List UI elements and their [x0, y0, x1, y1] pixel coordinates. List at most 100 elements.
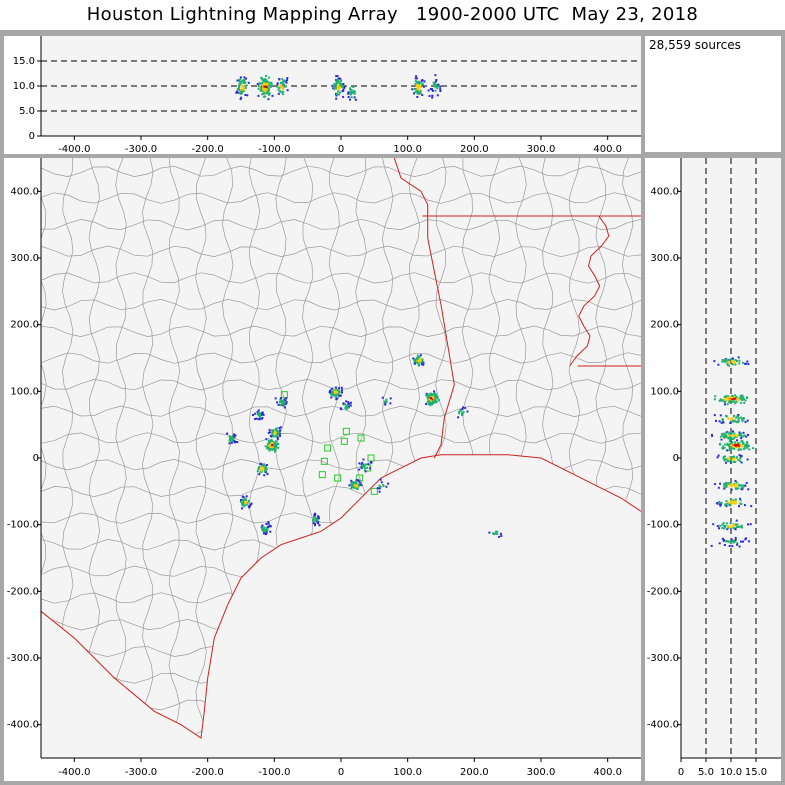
lightning-source — [726, 431, 729, 434]
lightning-source — [742, 540, 744, 543]
lightning-source — [337, 86, 340, 89]
lightning-source — [312, 519, 315, 522]
county-line — [41, 379, 641, 391]
lightning-sources — [226, 354, 503, 538]
lightning-source — [379, 486, 382, 489]
lightning-source — [731, 394, 734, 397]
lightning-source — [734, 524, 737, 527]
lightning-source — [731, 437, 734, 440]
lightning-source — [722, 445, 725, 448]
lightning-source — [284, 399, 287, 402]
lightning-source — [314, 524, 316, 527]
lightning-source — [257, 94, 260, 97]
lightning-source — [735, 526, 738, 529]
lightning-source — [269, 439, 272, 442]
y-tick-label: 300.0 — [10, 253, 39, 264]
lightning-source — [740, 440, 743, 443]
lightning-source — [739, 499, 742, 502]
lightning-source — [493, 533, 496, 536]
lightning-source — [717, 363, 720, 366]
coastline — [40, 454, 642, 739]
lightning-source — [736, 523, 739, 526]
county-line — [41, 298, 641, 311]
lightning-source — [719, 399, 722, 402]
lightning-source — [730, 396, 733, 399]
lightning-source — [339, 394, 342, 397]
lightning-source — [265, 464, 268, 466]
lightning-source — [423, 80, 426, 83]
lightning-source — [724, 461, 727, 464]
lightning-source — [261, 93, 264, 95]
lightning-source — [286, 89, 289, 92]
lightning-source — [385, 401, 388, 403]
altitude-east-west-panel: 0 5.0 10.0 15.0 -400.0 -300.0 -200.0 -100.0 0 100… — [4, 36, 641, 155]
lightning-source — [332, 394, 335, 397]
lightning-source — [266, 473, 269, 475]
lightning-source — [268, 428, 271, 431]
lightning-source — [741, 398, 744, 401]
lightning-source — [259, 89, 262, 92]
lightning-source — [354, 483, 357, 486]
lightning-source — [728, 364, 731, 367]
lightning-source — [345, 408, 348, 411]
lightning-source — [414, 77, 417, 80]
lightning-source — [350, 482, 353, 484]
lightning-source — [428, 398, 431, 401]
lightning-source — [226, 432, 229, 435]
lightning-source — [257, 412, 260, 415]
lightning-source — [341, 85, 344, 88]
lightning-source — [429, 404, 432, 407]
lightning-source — [312, 516, 315, 519]
lightning-source — [434, 393, 437, 396]
lightning-source — [415, 89, 418, 92]
lightning-source — [358, 462, 361, 465]
lightning-source — [285, 397, 288, 400]
lightning-source — [742, 396, 745, 399]
lightning-source — [236, 88, 239, 90]
lightning-source — [737, 414, 740, 416]
lightning-source — [335, 390, 338, 393]
lightning-source — [423, 85, 425, 88]
lightning-source — [416, 91, 419, 94]
lightning-source — [355, 480, 358, 483]
lightning-source — [734, 485, 737, 488]
lightning-source — [262, 80, 265, 83]
lightning-source — [242, 82, 245, 84]
lightning-source — [723, 359, 726, 362]
lightning-source — [413, 88, 416, 91]
lightning-source — [334, 386, 337, 389]
county-line — [195, 158, 207, 738]
y-tick-label: -200.0 — [7, 586, 39, 597]
lightning-source — [719, 503, 722, 506]
lightning-source — [744, 444, 747, 447]
lightning-source — [727, 525, 730, 528]
lightning-source — [261, 89, 264, 92]
lightning-source — [730, 442, 733, 445]
lightning-source — [332, 392, 335, 395]
lightning-source — [728, 457, 731, 459]
lightning-source — [264, 470, 267, 473]
lightning-source — [314, 518, 317, 520]
lightning-source — [431, 94, 434, 97]
lightning-source — [280, 397, 282, 400]
lightning-source — [239, 92, 242, 95]
lightning-source — [228, 442, 231, 445]
lightning-source — [335, 389, 338, 392]
lightning-source — [268, 93, 271, 96]
lightning-source — [261, 465, 264, 468]
lightning-source — [419, 81, 422, 84]
lightning-source — [264, 95, 267, 98]
lightning-source — [239, 76, 242, 79]
lightning-source — [746, 445, 749, 448]
lightning-source — [234, 441, 236, 444]
lightning-source — [246, 500, 248, 503]
lightning-source — [462, 411, 465, 414]
lightning-source — [723, 527, 726, 530]
lightning-source — [236, 91, 239, 94]
lightning-source — [247, 505, 250, 508]
lightning-source — [361, 462, 364, 464]
lightning-source — [461, 408, 464, 411]
y-tick-label: 200.0 — [10, 320, 39, 331]
lightning-source — [263, 78, 265, 81]
lightning-source — [733, 414, 735, 417]
